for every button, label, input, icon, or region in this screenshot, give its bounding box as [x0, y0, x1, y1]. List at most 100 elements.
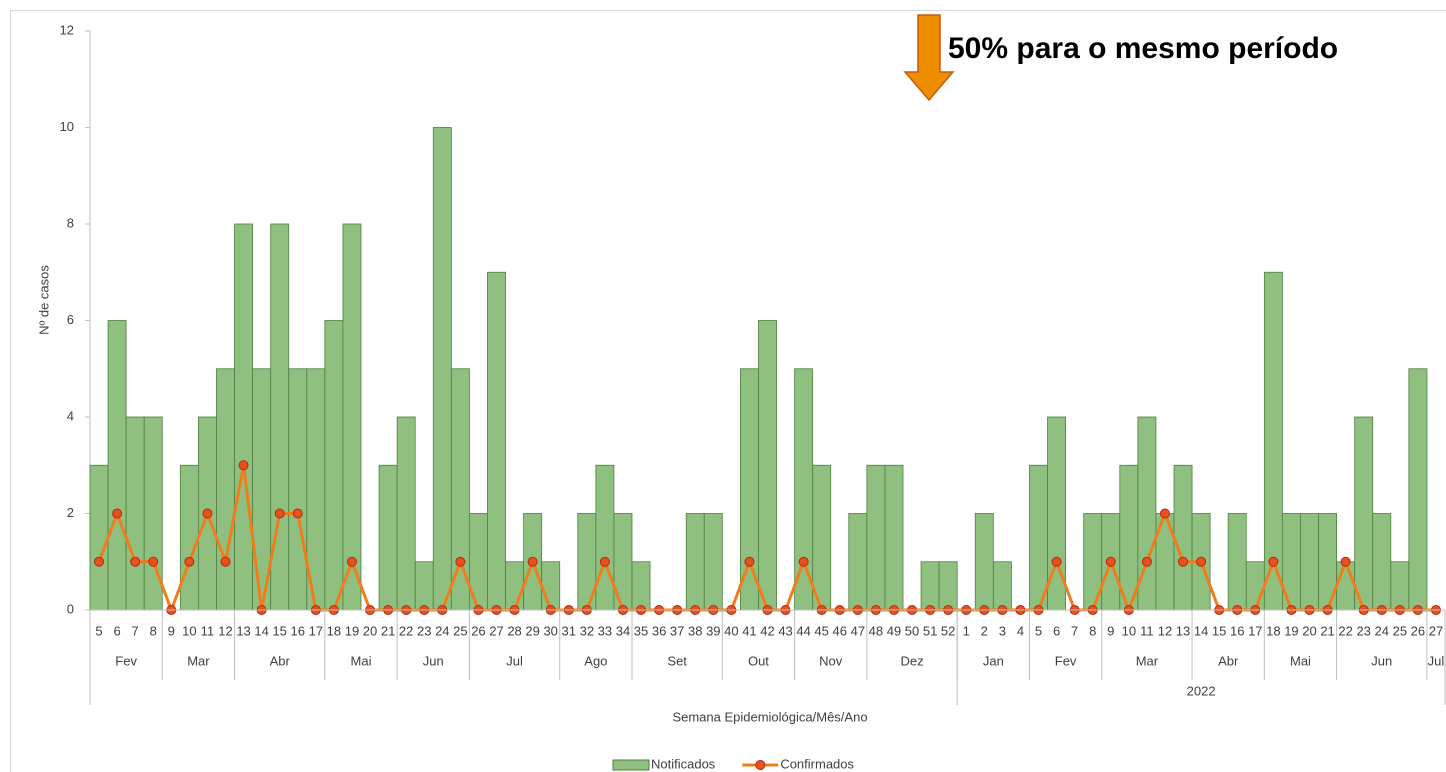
line-marker — [1268, 556, 1279, 567]
bar — [1408, 368, 1428, 611]
x-tick-label: 6 — [113, 623, 120, 638]
bar — [595, 464, 615, 611]
bar — [107, 320, 127, 611]
x-tick-label: 11 — [201, 623, 215, 638]
bar — [450, 368, 470, 611]
legend-swatch — [612, 759, 650, 771]
month-label: Set — [667, 653, 687, 668]
x-tick-label: 36 — [652, 623, 666, 638]
x-tick-label: 6 — [1053, 623, 1060, 638]
month-label: Mar — [1136, 653, 1159, 668]
bar — [992, 561, 1012, 611]
month-label: Jun — [423, 653, 444, 668]
line-marker — [599, 556, 610, 567]
line-marker — [202, 508, 213, 519]
x-tick-label: 13 — [1176, 623, 1190, 638]
x-tick-label: 24 — [1375, 623, 1389, 638]
bar — [866, 464, 886, 611]
x-tick-label: 8 — [150, 623, 157, 638]
x-tick-label: 40 — [724, 623, 738, 638]
x-tick-label: 8 — [1089, 623, 1096, 638]
x-tick-label: 18 — [327, 623, 341, 638]
month-label: Mar — [187, 653, 210, 668]
month-label: Fev — [1055, 653, 1077, 668]
x-tick-label: 37 — [670, 623, 684, 638]
bar — [216, 368, 235, 611]
bar — [432, 127, 452, 611]
chart-frame — [10, 10, 1446, 772]
month-label: Ago — [584, 653, 607, 668]
bar — [89, 464, 109, 611]
x-tick-label: 44 — [796, 623, 810, 638]
x-tick-label: 23 — [1356, 623, 1370, 638]
bar — [1245, 561, 1265, 611]
month-label: Abr — [270, 653, 291, 668]
x-tick-label: 19 — [345, 623, 359, 638]
x-tick-label: 29 — [525, 623, 539, 638]
bar — [1227, 513, 1247, 611]
x-tick-label: 33 — [598, 623, 612, 638]
x-tick-label: 45 — [814, 623, 828, 638]
x-tick-label: 19 — [1284, 623, 1298, 638]
x-tick-label: 10 — [1122, 623, 1136, 638]
month-label: Nov — [819, 653, 843, 668]
bar — [1119, 464, 1139, 611]
x-tick-label: 49 — [887, 623, 901, 638]
y-tick-label: 12 — [60, 22, 74, 37]
x-tick-label: 48 — [869, 623, 883, 638]
x-tick-label: 12 — [218, 623, 232, 638]
y-tick-label: 0 — [67, 601, 74, 616]
y-axis-label: Nº de casos — [36, 265, 51, 335]
x-tick-label: 5 — [95, 623, 102, 638]
line-marker — [238, 460, 249, 471]
bar — [1173, 464, 1193, 611]
year-label: 2022 — [1187, 683, 1216, 698]
y-tick-label: 10 — [60, 119, 74, 134]
bar — [179, 464, 199, 611]
line-marker — [274, 508, 285, 519]
bar — [487, 271, 506, 611]
y-tick-label: 4 — [67, 408, 74, 423]
x-tick-label: 43 — [778, 623, 792, 638]
x-tick-label: 7 — [132, 623, 139, 638]
x-tick-label: 46 — [833, 623, 847, 638]
line-marker — [1051, 556, 1062, 567]
x-tick-label: 2 — [981, 623, 988, 638]
bar — [324, 320, 344, 611]
line-marker — [94, 556, 105, 567]
line-marker — [1141, 556, 1152, 567]
line-marker — [346, 556, 357, 567]
x-tick-label: 25 — [1393, 623, 1407, 638]
x-tick-label: 26 — [1411, 623, 1425, 638]
line-marker — [184, 556, 195, 567]
x-tick-label: 14 — [254, 623, 268, 638]
line-marker — [130, 556, 141, 567]
x-tick-label: 17 — [1248, 623, 1262, 638]
bar — [884, 464, 904, 611]
month-label: Mai — [351, 653, 372, 668]
month-label: Jun — [1371, 653, 1392, 668]
bar — [703, 513, 723, 611]
x-tick-label: 28 — [507, 623, 521, 638]
x-tick-label: 26 — [471, 623, 485, 638]
x-tick-label: 4 — [1017, 623, 1024, 638]
x-tick-label: 21 — [381, 623, 395, 638]
x-tick-label: 18 — [1266, 623, 1280, 638]
annotation: 50% para o mesmo período — [948, 32, 1338, 65]
x-tick-label: 16 — [1230, 623, 1244, 638]
x-tick-label: 27 — [1429, 623, 1443, 638]
bar — [234, 223, 254, 611]
line-marker — [527, 556, 538, 567]
x-tick-label: 5 — [1035, 623, 1042, 638]
x-tick-label: 22 — [1338, 623, 1352, 638]
line-marker — [112, 508, 123, 519]
x-tick-label: 16 — [291, 623, 305, 638]
x-tick-label: 13 — [236, 623, 250, 638]
line-marker — [1178, 556, 1189, 567]
line-marker — [1159, 508, 1170, 519]
y-tick-label: 6 — [67, 312, 74, 327]
x-tick-label: 20 — [1302, 623, 1316, 638]
x-axis-label: Semana Epidemiológica/Mês/Ano — [672, 709, 867, 724]
legend-label: Confirmados — [780, 756, 854, 771]
